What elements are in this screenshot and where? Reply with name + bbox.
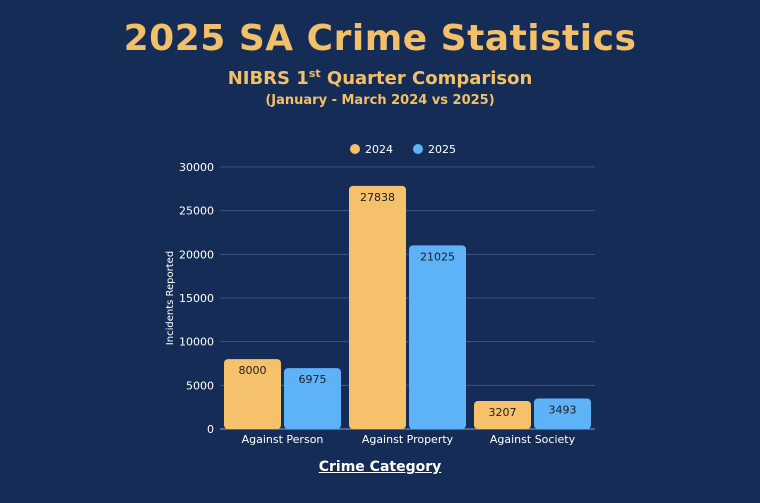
subtitle-rest: Quarter Comparison — [320, 68, 533, 89]
bar-2024-0 — [224, 359, 281, 429]
y-tick-label: 0 — [207, 423, 214, 436]
x-tick-label: Against Property — [362, 433, 454, 446]
data-label: 8000 — [239, 364, 267, 377]
subtitle-superscript: st — [308, 67, 321, 80]
data-label: 3493 — [549, 403, 577, 416]
y-tick-label: 15000 — [179, 292, 214, 305]
data-label: 3207 — [489, 406, 517, 419]
bar-2024-1 — [349, 185, 406, 429]
x-tick-label: Against Society — [490, 433, 576, 446]
y-tick-label: 10000 — [179, 336, 214, 349]
y-tick-label: 30000 — [179, 161, 214, 174]
y-tick-label: 20000 — [179, 248, 214, 261]
page-title: 2025 SA Crime Statistics — [123, 18, 637, 59]
y-axis-title: Incidents Reported — [165, 251, 176, 345]
x-axis-title: Crime Category — [318, 459, 442, 475]
page-subtitle: NIBRS 1st Quarter Comparison — [0, 67, 760, 89]
x-axis-title-wrap: Crime Category — [0, 456, 760, 475]
legend-marker-2025 — [413, 144, 423, 154]
bar-2024-2 — [474, 400, 531, 429]
legend-label: 2025 — [428, 143, 456, 156]
x-tick-label: Against Person — [242, 433, 324, 446]
legend-marker-2024 — [350, 144, 360, 154]
data-label: 21025 — [420, 250, 455, 263]
y-tick-label: 25000 — [179, 205, 214, 218]
data-label: 27838 — [360, 191, 395, 204]
period-subtitle: (January - March 2024 vs 2025) — [265, 93, 495, 108]
legend-label: 2024 — [365, 143, 393, 156]
data-label: 6975 — [299, 373, 327, 386]
bar-2025-2 — [534, 398, 591, 429]
bar-2025-0 — [284, 368, 341, 429]
subtitle-main: NIBRS 1 — [227, 68, 309, 89]
bar-2025-1 — [409, 245, 466, 429]
y-tick-label: 5000 — [186, 379, 214, 392]
